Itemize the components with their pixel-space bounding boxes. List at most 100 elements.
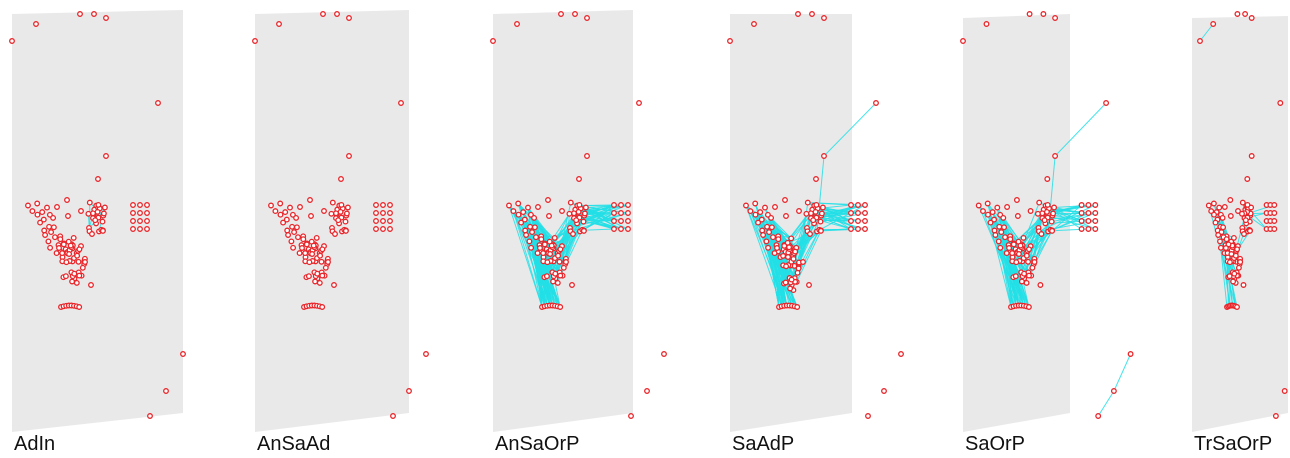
node	[1037, 282, 1044, 288]
node	[1230, 234, 1237, 241]
node	[848, 218, 854, 224]
edge	[512, 210, 553, 306]
node	[526, 238, 533, 245]
node	[1014, 213, 1021, 219]
node	[1013, 197, 1020, 203]
node	[625, 210, 631, 216]
node	[147, 413, 153, 419]
node	[1085, 210, 1092, 216]
node	[1006, 245, 1013, 251]
node	[611, 226, 617, 232]
node	[1216, 204, 1223, 211]
node	[786, 244, 793, 251]
node	[1235, 208, 1241, 214]
node	[291, 229, 298, 236]
node	[1092, 218, 1099, 224]
nodes	[727, 11, 904, 419]
nodes	[960, 11, 1134, 419]
node	[1025, 304, 1032, 310]
node	[518, 219, 525, 226]
node	[319, 304, 326, 310]
node	[794, 269, 801, 276]
node	[1271, 202, 1278, 208]
node	[1092, 210, 1099, 216]
node	[1023, 279, 1030, 286]
node	[1239, 199, 1246, 206]
node	[743, 202, 749, 209]
node	[284, 227, 291, 234]
node	[1197, 38, 1203, 44]
node	[1078, 202, 1085, 208]
node	[1025, 258, 1032, 265]
node	[346, 153, 352, 159]
panel-label: SaAdP	[732, 433, 794, 455]
node	[1127, 351, 1134, 357]
node	[62, 273, 69, 280]
node	[346, 15, 352, 21]
node	[299, 245, 305, 251]
node	[95, 201, 102, 208]
node	[130, 226, 136, 232]
node	[144, 226, 150, 232]
node	[560, 264, 567, 271]
node	[37, 219, 44, 226]
node	[137, 218, 143, 224]
node	[796, 208, 802, 214]
node	[308, 213, 314, 219]
node	[155, 100, 161, 106]
node	[1210, 21, 1217, 27]
node	[510, 208, 517, 215]
edge	[823, 102, 877, 157]
node	[545, 197, 551, 203]
node	[380, 210, 386, 216]
node	[287, 204, 293, 211]
node	[423, 351, 429, 357]
node	[752, 200, 759, 207]
node	[580, 227, 587, 234]
node	[515, 211, 522, 218]
node	[56, 245, 62, 251]
edge	[1051, 212, 1089, 231]
node	[975, 202, 982, 209]
node	[337, 208, 344, 215]
node	[1248, 153, 1255, 159]
node	[818, 210, 825, 217]
node	[380, 218, 386, 224]
node	[373, 202, 379, 208]
node	[342, 227, 349, 234]
node	[48, 229, 55, 236]
node	[644, 388, 650, 394]
node	[1020, 234, 1027, 241]
node	[567, 199, 574, 206]
node	[994, 204, 1001, 211]
node	[772, 204, 778, 210]
node	[795, 11, 801, 17]
node	[103, 153, 109, 159]
node	[297, 204, 303, 210]
node	[65, 213, 71, 219]
node	[996, 223, 1003, 230]
panel-3: AnSaOrP	[490, 10, 667, 455]
node	[1085, 226, 1092, 232]
node	[1015, 251, 1022, 257]
node	[387, 202, 393, 208]
node	[855, 226, 861, 232]
node	[46, 223, 53, 230]
node	[771, 250, 778, 257]
node	[1281, 388, 1288, 394]
node	[527, 223, 534, 230]
edge	[817, 208, 859, 230]
node	[300, 236, 307, 243]
node	[312, 278, 319, 285]
node	[320, 11, 326, 17]
node	[1230, 278, 1237, 285]
node	[1002, 234, 1009, 241]
node	[398, 100, 404, 106]
node	[529, 229, 536, 236]
plane	[1192, 16, 1288, 432]
node	[310, 242, 317, 249]
node	[556, 258, 563, 265]
node	[551, 234, 558, 241]
node	[76, 272, 83, 279]
